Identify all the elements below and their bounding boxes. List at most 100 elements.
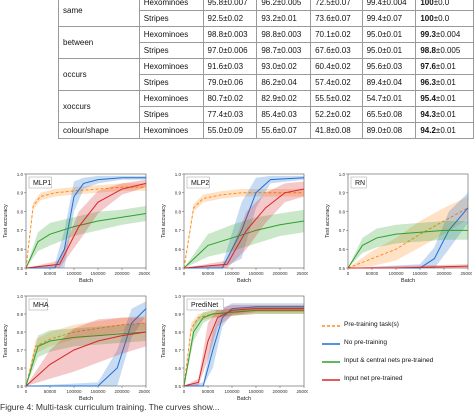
y-tick-label: 0.7 xyxy=(17,348,24,353)
value-cell: 73.6±0.07 xyxy=(310,10,363,27)
best-value-bold: 99.3 xyxy=(420,30,436,39)
best-value-error: ±0.0 xyxy=(433,0,450,7)
x-axis-label: Batch xyxy=(79,396,93,402)
x-tick-label: 150000 xyxy=(248,389,264,394)
y-tick-label: 1.0 xyxy=(175,294,182,299)
y-tick-label: 0.9 xyxy=(17,312,24,317)
value-cell: 95.0±0.01 xyxy=(361,26,417,43)
chart-mlp1: 0.5 0.6 0.7 0.8 0.9 1.0 0 50000 100000 150000 2000… xyxy=(3,172,150,284)
best-value-error: ±0.01 xyxy=(435,78,456,87)
x-tick-label: 200000 xyxy=(114,389,130,394)
y-tick-label: 0.6 xyxy=(17,366,24,371)
value-cell: 52.2±0.02 xyxy=(310,106,363,123)
value-cell: 80.7±0.02 xyxy=(202,90,258,107)
legend-label-central: Input & central nets pre-trained xyxy=(344,357,434,364)
best-value-cell: 97.6±0.01 xyxy=(415,58,474,75)
stimulus-cell: Hexominoes xyxy=(138,90,204,107)
best-value-error: ±0.0 xyxy=(433,14,450,23)
value-cell: 57.4±0.02 xyxy=(310,74,363,91)
best-value-bold: 100 xyxy=(420,0,434,7)
chart-mlp2: 0.5 0.6 0.7 0.8 0.9 1.0 0 50000 100000 150000 2000… xyxy=(161,172,308,284)
stimulus-cell: Hexominoes xyxy=(138,26,204,43)
table-row: occurs Hexominoes 91.6±0.03 93.0±0.02 60.4±0… xyxy=(58,58,474,91)
y-tick-label: 0.5 xyxy=(175,266,182,271)
value-cell: 99.4±0.004 xyxy=(361,0,417,11)
series-line-inputnet xyxy=(183,308,304,387)
stimulus-cell: Hexominoes xyxy=(138,122,204,139)
best-value-bold: 97.6 xyxy=(420,62,436,71)
band-inputnet xyxy=(26,317,146,386)
x-tick-label: 250000 xyxy=(296,271,308,276)
value-cell: 95.6±0.03 xyxy=(361,58,417,75)
value-cell: 99.4±0.07 xyxy=(361,10,417,27)
band-central xyxy=(26,323,146,386)
best-value-error: ±0.004 xyxy=(435,30,461,39)
y-axis-label: Test accuracy xyxy=(161,204,167,238)
table-row: between Hexominoes 98.8±0.003 98.8±0.003 70.… xyxy=(58,26,474,59)
x-tick-label: 250000 xyxy=(460,271,472,276)
value-cell: 95.8±0.007 xyxy=(202,0,258,11)
best-value-error: ±0.01 xyxy=(435,110,456,119)
best-value-cell: 98.8±0.005 xyxy=(415,42,474,59)
series-line-pretrain xyxy=(25,322,147,387)
y-tick-label: 1.0 xyxy=(17,294,24,299)
value-cell: 55.6±0.07 xyxy=(256,122,312,139)
legend-label-inputnet: Input net pre-trained xyxy=(344,375,403,382)
value-cell: 67.6±0.03 xyxy=(310,42,363,59)
chart-title-box xyxy=(28,176,52,189)
series-line-pretrain xyxy=(347,207,469,269)
x-tick-label: 250000 xyxy=(138,271,150,276)
best-value-cell: 94.2±0.01 xyxy=(415,122,474,139)
best-value-error: ±0.005 xyxy=(435,46,461,55)
x-tick-label: 200000 xyxy=(272,271,288,276)
x-tick-label: 250000 xyxy=(138,389,150,394)
band-nopretrain xyxy=(26,301,146,386)
y-tick-label: 0.6 xyxy=(17,247,24,252)
value-cell: 93.0±0.02 xyxy=(256,58,312,75)
series-line-central xyxy=(183,309,304,387)
chart-title: MLP1 xyxy=(33,180,51,187)
task-cell: same xyxy=(58,0,140,27)
chart-title-box xyxy=(28,298,48,311)
y-axis-label: Test accuracy xyxy=(161,324,167,358)
y-tick-label: 0.7 xyxy=(175,228,182,233)
y-tick-label: 0.8 xyxy=(175,330,182,335)
legend-swatch-inputnet xyxy=(322,379,340,381)
best-value-cell: 94.3±0.01 xyxy=(415,106,474,123)
table-row: colour/shape Hexominoes 55.0±0.09 55.6±0.07… xyxy=(58,122,474,139)
x-tick-label: 150000 xyxy=(412,271,428,276)
value-cell: 72.5±0.07 xyxy=(310,0,363,11)
x-axis-label: Batch xyxy=(401,278,415,284)
series-line-nopretrain xyxy=(184,306,304,387)
y-tick-label: 0.8 xyxy=(17,330,24,335)
x-axis-label: Batch xyxy=(237,396,251,402)
x-tick-label: 0 xyxy=(347,271,350,276)
x-tick-label: 150000 xyxy=(90,389,106,394)
legend-swatch-nopretrain xyxy=(322,343,340,345)
y-axis-label: Test accuracy xyxy=(3,204,9,238)
band-inputnet xyxy=(184,181,304,268)
value-cell: 54.7±0.01 xyxy=(361,90,417,107)
chart-title-box xyxy=(186,298,224,311)
series-line-inputnet xyxy=(183,188,305,269)
best-value-bold: 98.8 xyxy=(420,46,436,55)
value-cell: 77.4±0.03 xyxy=(202,106,258,123)
band-nopretrain xyxy=(348,192,468,268)
x-tick-label: 250000 xyxy=(296,389,308,394)
best-value-cell: 99.3±0.004 xyxy=(415,26,474,43)
stimulus-cell: Stripes xyxy=(138,74,204,91)
y-tick-label: 0.5 xyxy=(17,384,24,389)
band-nopretrain xyxy=(184,175,304,268)
y-tick-label: 0.8 xyxy=(339,209,346,214)
chart-title: RN xyxy=(355,180,365,187)
x-tick-label: 0 xyxy=(25,271,28,276)
stimulus-cell: Stripes xyxy=(138,106,204,123)
x-tick-label: 50000 xyxy=(202,389,215,394)
y-tick-label: 0.9 xyxy=(17,191,24,196)
value-cell: 79.0±0.06 xyxy=(202,74,258,91)
y-tick-label: 0.9 xyxy=(339,191,346,196)
y-tick-label: 1.0 xyxy=(175,172,182,177)
y-tick-label: 0.7 xyxy=(339,228,346,233)
x-axis-label: Batch xyxy=(79,278,93,284)
series-line-nopretrain xyxy=(26,308,147,387)
